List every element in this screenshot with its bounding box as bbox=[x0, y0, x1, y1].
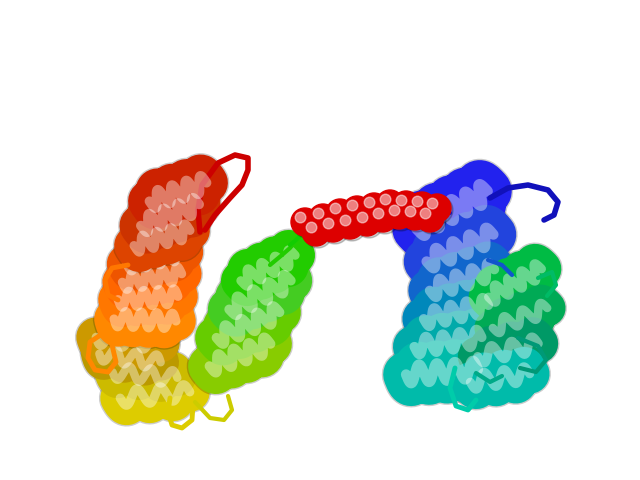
Circle shape bbox=[295, 212, 306, 223]
Circle shape bbox=[353, 208, 381, 236]
Circle shape bbox=[364, 197, 375, 208]
Circle shape bbox=[396, 195, 407, 206]
Circle shape bbox=[360, 193, 388, 221]
Circle shape bbox=[340, 215, 351, 226]
Circle shape bbox=[412, 196, 423, 207]
Circle shape bbox=[311, 206, 339, 234]
Circle shape bbox=[343, 196, 371, 224]
Circle shape bbox=[416, 204, 444, 232]
Circle shape bbox=[380, 194, 391, 205]
Circle shape bbox=[389, 205, 400, 216]
Circle shape bbox=[362, 195, 390, 223]
Circle shape bbox=[355, 210, 383, 238]
Circle shape bbox=[306, 222, 317, 233]
Circle shape bbox=[330, 203, 341, 214]
Circle shape bbox=[387, 203, 415, 231]
Circle shape bbox=[347, 200, 358, 211]
Circle shape bbox=[428, 198, 438, 209]
Circle shape bbox=[369, 204, 397, 232]
Circle shape bbox=[319, 214, 347, 242]
Circle shape bbox=[338, 213, 366, 241]
Circle shape bbox=[328, 201, 356, 229]
Circle shape bbox=[291, 208, 319, 236]
Circle shape bbox=[403, 204, 431, 232]
Circle shape bbox=[420, 208, 431, 219]
Circle shape bbox=[313, 208, 324, 219]
Circle shape bbox=[405, 206, 416, 217]
Circle shape bbox=[394, 193, 422, 221]
Circle shape bbox=[418, 206, 446, 234]
Circle shape bbox=[309, 204, 337, 232]
Circle shape bbox=[293, 210, 321, 238]
Circle shape bbox=[326, 199, 354, 227]
Circle shape bbox=[304, 220, 332, 248]
Circle shape bbox=[357, 212, 368, 223]
Circle shape bbox=[323, 218, 334, 229]
Circle shape bbox=[423, 194, 451, 222]
Circle shape bbox=[373, 208, 384, 219]
Circle shape bbox=[378, 192, 406, 220]
Circle shape bbox=[425, 196, 453, 224]
Circle shape bbox=[302, 218, 330, 246]
Circle shape bbox=[376, 190, 404, 218]
Circle shape bbox=[336, 211, 364, 239]
Circle shape bbox=[371, 206, 399, 234]
Circle shape bbox=[321, 216, 349, 244]
Circle shape bbox=[345, 198, 373, 226]
Circle shape bbox=[392, 191, 420, 219]
Circle shape bbox=[410, 194, 438, 222]
Circle shape bbox=[385, 201, 413, 229]
Circle shape bbox=[401, 202, 429, 230]
Circle shape bbox=[408, 192, 436, 220]
